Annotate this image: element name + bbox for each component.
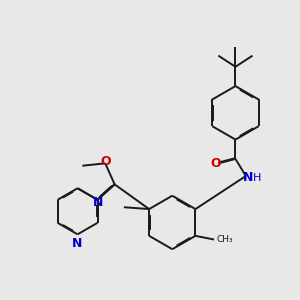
- Text: CH₃: CH₃: [216, 235, 233, 244]
- Text: O: O: [100, 154, 111, 168]
- Text: N: N: [93, 196, 103, 208]
- Text: O: O: [210, 157, 221, 169]
- Text: H: H: [253, 173, 261, 183]
- Text: N: N: [72, 237, 83, 250]
- Text: N: N: [243, 171, 254, 184]
